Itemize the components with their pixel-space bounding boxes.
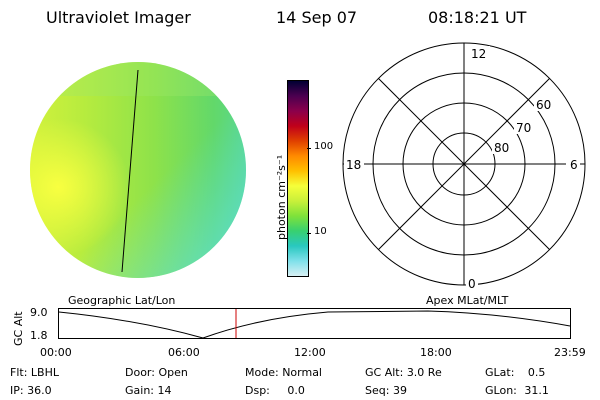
x-tick-0000: 00:00: [40, 346, 72, 359]
terminator-line: [121, 69, 139, 273]
colorbar-label-10: 10: [314, 226, 327, 237]
mlt-label-18: 18: [346, 158, 361, 172]
gain-status-value: 14: [157, 384, 172, 397]
dsp-status-label: Dsp:: [245, 384, 270, 397]
mlt-label-6: 6: [570, 158, 578, 172]
gc-alt-status-value: 3.0 Re: [406, 366, 442, 379]
polar-plot: 12 6 18 0 60 70 80: [342, 42, 586, 291]
mode-status: Mode: Normal: [245, 366, 322, 379]
time-label: 08:18:21 UT: [428, 8, 527, 27]
mode-status-value: Normal: [282, 366, 322, 379]
seq-status-label: Seq:: [365, 384, 390, 397]
colorbar-tick-10: [307, 233, 311, 234]
glat-status-value: 0.5: [527, 366, 546, 379]
lat-label-70: 70: [516, 121, 531, 135]
dsp-status: Dsp: 0.0: [245, 384, 305, 397]
y-tick-1.8: 1.8: [30, 329, 48, 342]
filter-status: Flt: LBHL: [10, 366, 59, 379]
timeline-left-title: Geographic Lat/Lon: [68, 294, 176, 307]
y-tick-9: 9.0: [30, 306, 48, 319]
door-status: Door: Open: [125, 366, 188, 379]
door-status-label: Door:: [125, 366, 155, 379]
uv-earth-image: [30, 62, 246, 278]
gain-status-label: Gain:: [125, 384, 154, 397]
gc-alt-status-label: GC Alt:: [365, 366, 404, 379]
x-tick-2359: 23:59: [554, 346, 586, 359]
altitude-curve: [58, 310, 571, 339]
filter-status-value: LBHL: [30, 366, 59, 379]
mode-status-label: Mode:: [245, 366, 279, 379]
glon-status-label: GLon:: [485, 384, 517, 397]
door-status-value: Open: [158, 366, 188, 379]
colorbar: [287, 80, 309, 277]
mlt-label-0: 0: [468, 277, 476, 291]
gc-alt-status: GC Alt: 3.0 Re: [365, 366, 442, 379]
glon-status-value: 31.1: [524, 384, 549, 397]
colorbar-label-100: 100: [314, 141, 334, 152]
ip-status-label: IP:: [10, 384, 24, 397]
timeline-y-axis-title: GC Alt: [12, 311, 25, 346]
lat-label-80: 80: [494, 141, 509, 155]
timeline-plot: [58, 308, 571, 339]
seq-status: Seq: 39: [365, 384, 407, 397]
x-tick-1200: 12:00: [294, 346, 326, 359]
timeline-right-title: Apex MLat/MLT: [426, 294, 509, 307]
ip-status: IP: 36.0: [10, 384, 52, 397]
glon-status: GLon: 31.1: [485, 384, 549, 397]
lat-label-60: 60: [536, 98, 551, 112]
glat-status: GLat: 0.5: [485, 366, 545, 379]
glat-status-label: GLat:: [485, 366, 515, 379]
gain-status: Gain: 14: [125, 384, 172, 397]
colorbar-unit-label: photon cm⁻²s⁻¹: [275, 154, 288, 240]
seq-status-value: 39: [392, 384, 407, 397]
colorbar-gradient: [288, 81, 308, 276]
date-label: 14 Sep 07: [276, 8, 358, 27]
instrument-title: Ultraviolet Imager: [46, 8, 191, 27]
colorbar-tick-100: [307, 148, 311, 149]
mlt-label-12: 12: [471, 47, 486, 61]
filter-status-label: Flt:: [10, 366, 28, 379]
x-tick-1800: 18:00: [420, 346, 452, 359]
ip-status-value: 36.0: [27, 384, 52, 397]
x-tick-0600: 06:00: [168, 346, 200, 359]
dsp-status-value: 0.0: [287, 384, 305, 397]
